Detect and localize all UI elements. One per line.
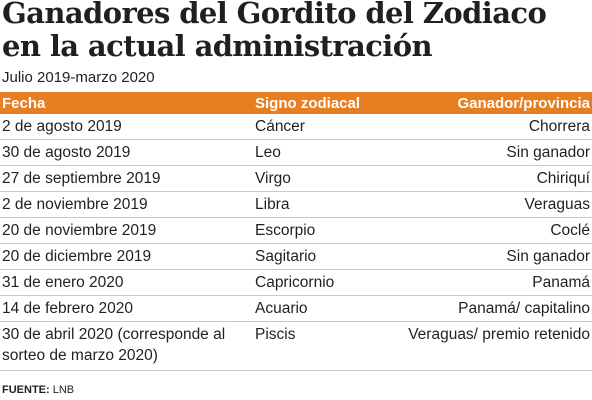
cell-fecha: 20 de noviembre 2019 — [0, 217, 253, 244]
table-row: 30 de abril 2020 (corresponde al sorteo … — [0, 321, 592, 371]
page-title: Ganadores del Gordito del Zodiaco en la … — [2, 0, 590, 63]
table-row: 27 de septiembre 2019 Virgo Chiriquí — [0, 165, 592, 192]
header-fecha: Fecha — [2, 94, 46, 112]
cell-ganador: Coclé — [393, 217, 592, 244]
table-row: 31 de enero 2020 Capricornio Panamá — [0, 269, 592, 296]
table-row: 30 de agosto 2019 Leo Sin ganador — [0, 139, 592, 166]
table-row: 14 de febrero 2020 Acuario Panamá/ capit… — [0, 295, 592, 322]
table-row: 2 de noviembre 2019 Libra Veraguas — [0, 191, 592, 218]
cell-fecha: 27 de septiembre 2019 — [0, 165, 253, 192]
subtitle: Julio 2019-marzo 2020 — [2, 69, 155, 86]
table-row: 20 de noviembre 2019 Escorpio Coclé — [0, 217, 592, 244]
cell-signo: Cáncer — [253, 114, 393, 140]
cell-ganador: Sin ganador — [393, 243, 592, 270]
cell-ganador: Veraguas — [393, 191, 592, 218]
cell-signo: Libra — [253, 191, 393, 218]
cell-fecha: 30 de agosto 2019 — [0, 139, 253, 166]
table-row: 20 de diciembre 2019 Sagitario Sin ganad… — [0, 243, 592, 270]
cell-ganador: Panamá/ capitalino — [393, 295, 592, 322]
cell-fecha: 14 de febrero 2020 — [0, 295, 253, 322]
cell-fecha: 20 de diciembre 2019 — [0, 243, 253, 270]
header-signo: Signo zodiacal — [255, 94, 361, 112]
cell-ganador: Veraguas/ premio retenido — [393, 321, 592, 371]
cell-signo: Leo — [253, 139, 393, 166]
header-ganador: Ganador/provincia — [457, 94, 590, 112]
title-line-2: en la actual administración — [2, 29, 433, 63]
cell-ganador: Chorrera — [393, 114, 592, 140]
cell-fecha: 2 de noviembre 2019 — [0, 191, 253, 218]
cell-ganador: Panamá — [393, 269, 592, 296]
title-line-1: Ganadores del Gordito del Zodiaco — [2, 0, 547, 30]
cell-ganador: Chiriquí — [393, 165, 592, 192]
cell-fecha: 2 de agosto 2019 — [0, 114, 253, 140]
cell-signo: Acuario — [253, 295, 393, 322]
source-note: FUENTE: LNB — [2, 384, 74, 396]
cell-signo: Escorpio — [253, 217, 393, 244]
source-value: LNB — [52, 384, 75, 396]
cell-signo: Piscis — [253, 321, 393, 371]
cell-ganador: Sin ganador — [393, 139, 592, 166]
cell-signo: Capricornio — [253, 269, 393, 296]
source-label: FUENTE: — [2, 384, 50, 396]
cell-signo: Sagitario — [253, 243, 393, 270]
cell-fecha: 31 de enero 2020 — [0, 269, 253, 296]
table-row: 2 de agosto 2019 Cáncer Chorrera — [0, 114, 592, 140]
cell-fecha: 30 de abril 2020 (corresponde al sorteo … — [0, 321, 253, 371]
table-header-row: Fecha Signo zodiacal Ganador/provincia — [0, 92, 592, 114]
cell-signo: Virgo — [253, 165, 393, 192]
winners-table: Fecha Signo zodiacal Ganador/provincia 2… — [0, 92, 592, 371]
